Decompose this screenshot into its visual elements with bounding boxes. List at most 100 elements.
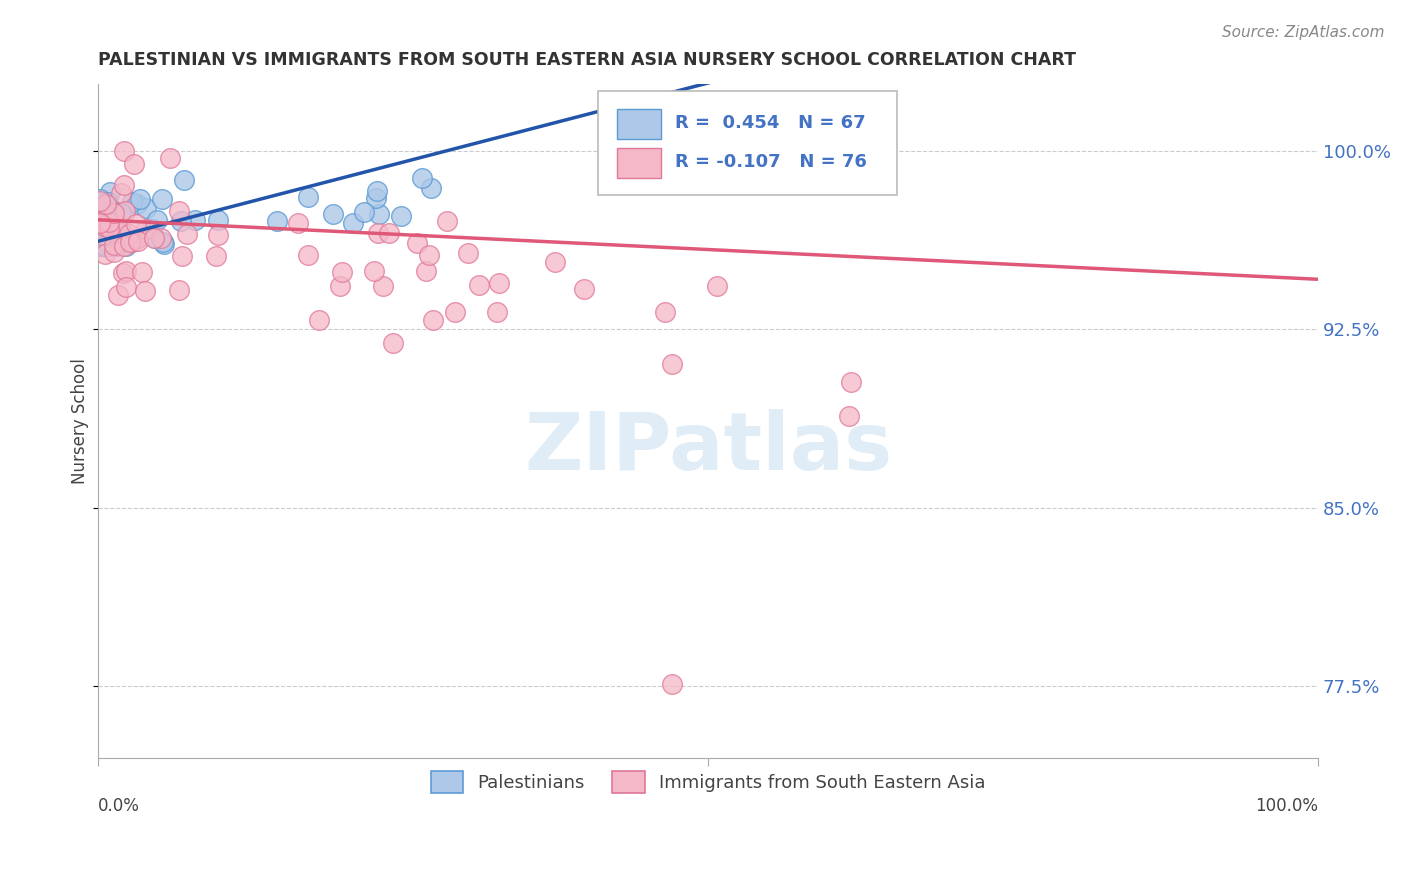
Point xyxy=(266,213,288,227)
Point xyxy=(108,220,131,235)
Point xyxy=(411,171,433,186)
Point xyxy=(94,239,117,253)
Point xyxy=(97,215,120,229)
Point xyxy=(122,157,145,171)
Point xyxy=(93,230,115,244)
Point xyxy=(90,238,112,252)
Point xyxy=(93,216,115,230)
Point xyxy=(364,191,387,205)
Point xyxy=(125,197,148,211)
Point xyxy=(135,221,157,235)
Point xyxy=(118,235,141,249)
Point xyxy=(93,204,115,219)
Point xyxy=(100,215,122,229)
Point xyxy=(89,192,111,206)
Point xyxy=(143,231,166,245)
Point xyxy=(115,239,138,253)
Point xyxy=(112,266,135,280)
Point xyxy=(152,235,174,250)
Point xyxy=(90,223,112,237)
Point xyxy=(112,178,135,193)
Point xyxy=(90,237,112,252)
Point xyxy=(110,233,132,247)
Point xyxy=(103,206,125,220)
Point xyxy=(91,218,114,232)
Text: 100.0%: 100.0% xyxy=(1256,797,1319,814)
Point xyxy=(418,248,440,262)
Point xyxy=(419,180,441,194)
Point xyxy=(115,263,138,277)
Point xyxy=(93,220,115,235)
Point xyxy=(149,230,172,244)
Point xyxy=(90,227,112,242)
Point xyxy=(118,227,141,241)
Point xyxy=(297,248,319,262)
Point xyxy=(94,229,117,244)
Point xyxy=(457,246,479,260)
Point xyxy=(142,231,165,245)
Point xyxy=(297,190,319,204)
Point xyxy=(112,239,135,253)
Point xyxy=(135,201,157,215)
Point xyxy=(89,218,111,232)
Point xyxy=(90,239,112,253)
Point xyxy=(127,234,149,248)
Point xyxy=(183,212,205,227)
Point xyxy=(91,239,114,253)
Point xyxy=(468,278,491,293)
Point xyxy=(100,202,122,217)
Point xyxy=(93,208,115,222)
Point xyxy=(91,213,114,227)
Point xyxy=(97,239,120,253)
Point xyxy=(103,237,125,252)
Point xyxy=(381,336,404,351)
Point xyxy=(486,305,509,319)
Point xyxy=(207,227,229,242)
Point xyxy=(108,219,131,234)
Text: ZIPatlas: ZIPatlas xyxy=(524,409,893,487)
Point xyxy=(330,265,353,279)
Point xyxy=(141,221,163,235)
Point xyxy=(167,204,190,219)
Point xyxy=(131,265,153,279)
Point xyxy=(170,214,193,228)
Point xyxy=(152,237,174,252)
Point xyxy=(94,247,117,261)
Point xyxy=(839,375,862,389)
Point xyxy=(287,215,309,229)
Point xyxy=(89,194,111,208)
Point xyxy=(373,279,395,293)
Point xyxy=(406,235,429,250)
Point xyxy=(389,210,412,224)
Point xyxy=(110,206,132,220)
Point xyxy=(363,264,385,278)
Point xyxy=(112,144,135,158)
Point xyxy=(89,239,111,253)
Point xyxy=(173,173,195,187)
Point xyxy=(422,312,444,326)
FancyBboxPatch shape xyxy=(617,109,661,138)
Point xyxy=(159,151,181,165)
Point xyxy=(329,279,352,293)
Point xyxy=(105,239,128,253)
Point xyxy=(110,186,132,200)
Point xyxy=(322,207,344,221)
Point xyxy=(134,284,156,298)
Point xyxy=(146,213,169,227)
Y-axis label: Nursery School: Nursery School xyxy=(72,358,89,483)
Point xyxy=(207,213,229,227)
Point xyxy=(661,357,683,371)
Point xyxy=(574,282,596,296)
Point xyxy=(97,220,120,235)
Point xyxy=(838,409,860,424)
Point xyxy=(100,219,122,234)
Point xyxy=(91,218,114,232)
Text: R =  0.454   N = 67: R = 0.454 N = 67 xyxy=(675,113,866,131)
Point xyxy=(107,288,129,302)
Point xyxy=(114,204,136,219)
Point xyxy=(128,193,150,207)
Point xyxy=(436,214,458,228)
Point xyxy=(127,231,149,245)
Point xyxy=(172,249,194,263)
Text: Source: ZipAtlas.com: Source: ZipAtlas.com xyxy=(1222,25,1385,40)
